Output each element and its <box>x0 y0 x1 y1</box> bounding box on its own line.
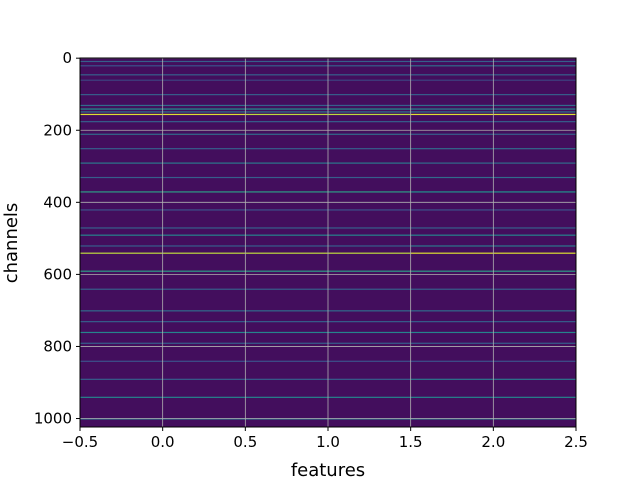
x-tick-label: 2.0 <box>481 433 505 451</box>
y-tick-label: 200 <box>43 121 72 139</box>
y-tick-label: 800 <box>43 337 72 355</box>
grid-lines <box>79 57 577 427</box>
y-axis-ticks: 0 200 400 600 800 1000 <box>34 49 80 428</box>
x-tick-label: 1.5 <box>399 433 423 451</box>
x-tick-label: −0.5 <box>62 433 98 451</box>
x-axis-ticks: −0.5 0.0 0.5 1.0 1.5 2.0 2.5 <box>62 427 588 451</box>
x-tick-label: 2.5 <box>564 433 588 451</box>
y-axis-label: channels <box>1 203 22 284</box>
y-tick-label: 400 <box>43 193 72 211</box>
x-tick-label: 0.5 <box>233 433 257 451</box>
x-tick-label: 0.0 <box>151 433 175 451</box>
x-axis-label: features <box>291 460 365 480</box>
x-tick-label: 1.0 <box>316 433 340 451</box>
y-tick-label: 600 <box>43 265 72 283</box>
y-tick-label: 0 <box>62 49 72 67</box>
y-tick-label: 1000 <box>34 410 72 428</box>
